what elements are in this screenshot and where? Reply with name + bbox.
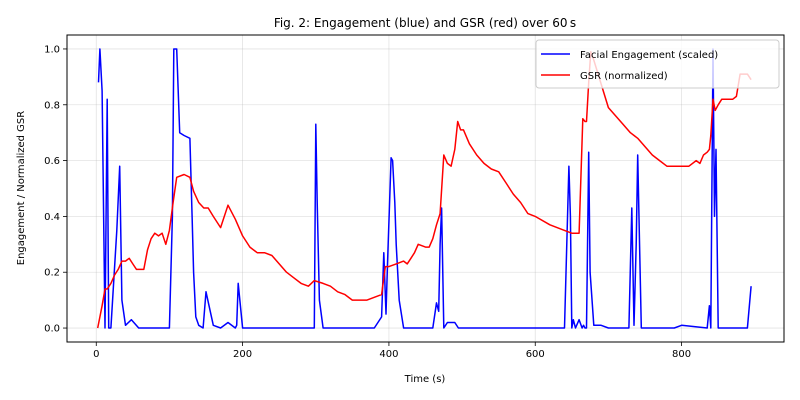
y-axis-label: Engagement / Normalized GSR: [16, 111, 27, 265]
x-tick-label: 600: [526, 349, 545, 360]
x-tick-label: 200: [233, 349, 252, 360]
y-tick-label: 0.0: [44, 324, 60, 335]
legend-label-gsr: GSR (normalized): [580, 71, 668, 82]
y-axis-ticks: 0.0 0.2 0.4 0.6 0.8 1.0: [44, 44, 67, 335]
y-tick-label: 0.6: [44, 156, 60, 167]
x-axis-ticks: 0 200 400 600 800: [93, 342, 691, 360]
x-tick-label: 0: [93, 349, 99, 360]
y-tick-label: 0.2: [44, 268, 60, 279]
y-tick-label: 1.0: [44, 44, 60, 55]
x-axis-label: Time (s): [404, 374, 446, 385]
y-tick-label: 0.4: [44, 212, 60, 223]
x-tick-label: 400: [379, 349, 398, 360]
gsr-line: [96, 50, 752, 329]
y-tick-label: 0.8: [44, 100, 60, 111]
legend: Facial Engagement (scaled) GSR (normaliz…: [535, 39, 780, 89]
legend-label-engagement: Facial Engagement (scaled): [580, 50, 718, 61]
x-tick-label: 800: [672, 349, 691, 360]
series-lines: [96, 48, 752, 329]
legend-box: [535, 39, 780, 89]
plot-frame: [66, 34, 785, 343]
engagement-line: [97, 48, 752, 329]
chart-title: Fig. 2: Engagement (blue) and GSR (red) …: [274, 16, 576, 30]
